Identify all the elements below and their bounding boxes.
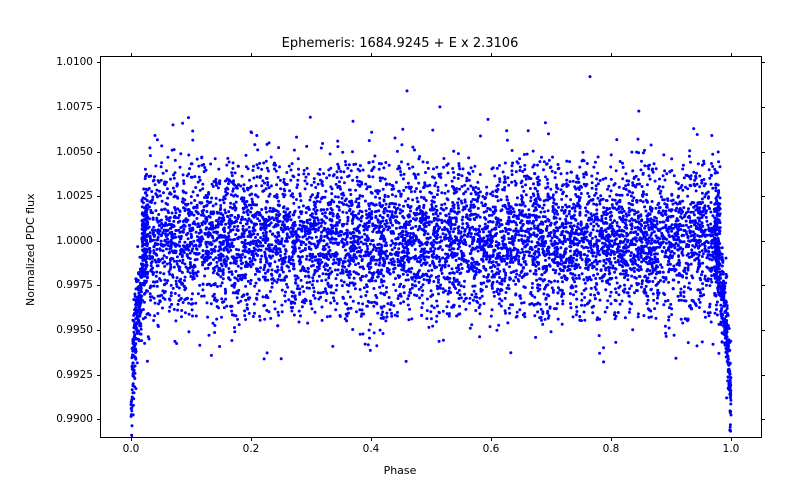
xtick	[371, 53, 372, 57]
ytick-label: 0.9950	[56, 324, 93, 336]
ytick-label: 0.9900	[56, 413, 93, 425]
ytick	[97, 196, 101, 197]
xtick	[131, 437, 132, 441]
xtick-label: 0.4	[363, 443, 380, 455]
xtick-label: 1.0	[723, 443, 740, 455]
ytick	[97, 375, 101, 376]
ytick-label: 1.0100	[56, 56, 93, 68]
ytick	[761, 107, 765, 108]
ytick	[761, 152, 765, 153]
xtick	[131, 53, 132, 57]
ytick-label: 1.0075	[56, 101, 93, 113]
xtick	[611, 437, 612, 441]
ytick-label: 0.9975	[56, 279, 93, 291]
xtick-label: 0.6	[483, 443, 500, 455]
ytick	[761, 196, 765, 197]
xtick	[251, 53, 252, 57]
ytick	[761, 62, 765, 63]
ytick	[97, 419, 101, 420]
ytick	[761, 375, 765, 376]
ytick-label: 1.0000	[56, 235, 93, 247]
ytick	[97, 152, 101, 153]
xtick	[491, 437, 492, 441]
ytick	[761, 419, 765, 420]
xtick	[731, 53, 732, 57]
ytick	[97, 285, 101, 286]
xtick-label: 0.0	[123, 443, 140, 455]
xtick	[251, 437, 252, 441]
figure: Ephemeris: 1684.9245 + E x 2.3106 Normal…	[0, 0, 800, 500]
ytick	[97, 107, 101, 108]
y-axis-label: Normalized PDC flux	[24, 193, 37, 306]
ytick-label: 0.9925	[56, 369, 93, 381]
ytick	[761, 330, 765, 331]
ytick	[97, 62, 101, 63]
xtick-label: 0.2	[243, 443, 260, 455]
x-axis-label: Phase	[0, 464, 800, 477]
ytick-label: 1.0025	[56, 190, 93, 202]
xtick	[731, 437, 732, 441]
ytick	[97, 241, 101, 242]
xtick-label: 0.8	[603, 443, 620, 455]
plot-area: 0.00.20.40.60.81.00.99000.99250.99500.99…	[100, 56, 762, 438]
ytick	[97, 330, 101, 331]
ytick-label: 1.0050	[56, 146, 93, 158]
chart-title: Ephemeris: 1684.9245 + E x 2.3106	[0, 36, 800, 51]
xtick	[371, 437, 372, 441]
ytick	[761, 241, 765, 242]
xtick	[611, 53, 612, 57]
xtick	[491, 53, 492, 57]
ytick	[761, 285, 765, 286]
scatter-points	[101, 57, 761, 437]
